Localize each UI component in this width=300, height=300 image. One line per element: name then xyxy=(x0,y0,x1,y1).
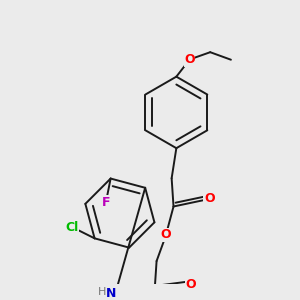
Text: Cl: Cl xyxy=(65,220,79,234)
Text: O: O xyxy=(184,53,195,66)
Text: O: O xyxy=(185,278,196,291)
Text: O: O xyxy=(161,228,171,241)
Text: F: F xyxy=(102,196,110,208)
Text: H: H xyxy=(98,287,106,297)
Text: O: O xyxy=(204,193,214,206)
Text: N: N xyxy=(106,287,117,300)
